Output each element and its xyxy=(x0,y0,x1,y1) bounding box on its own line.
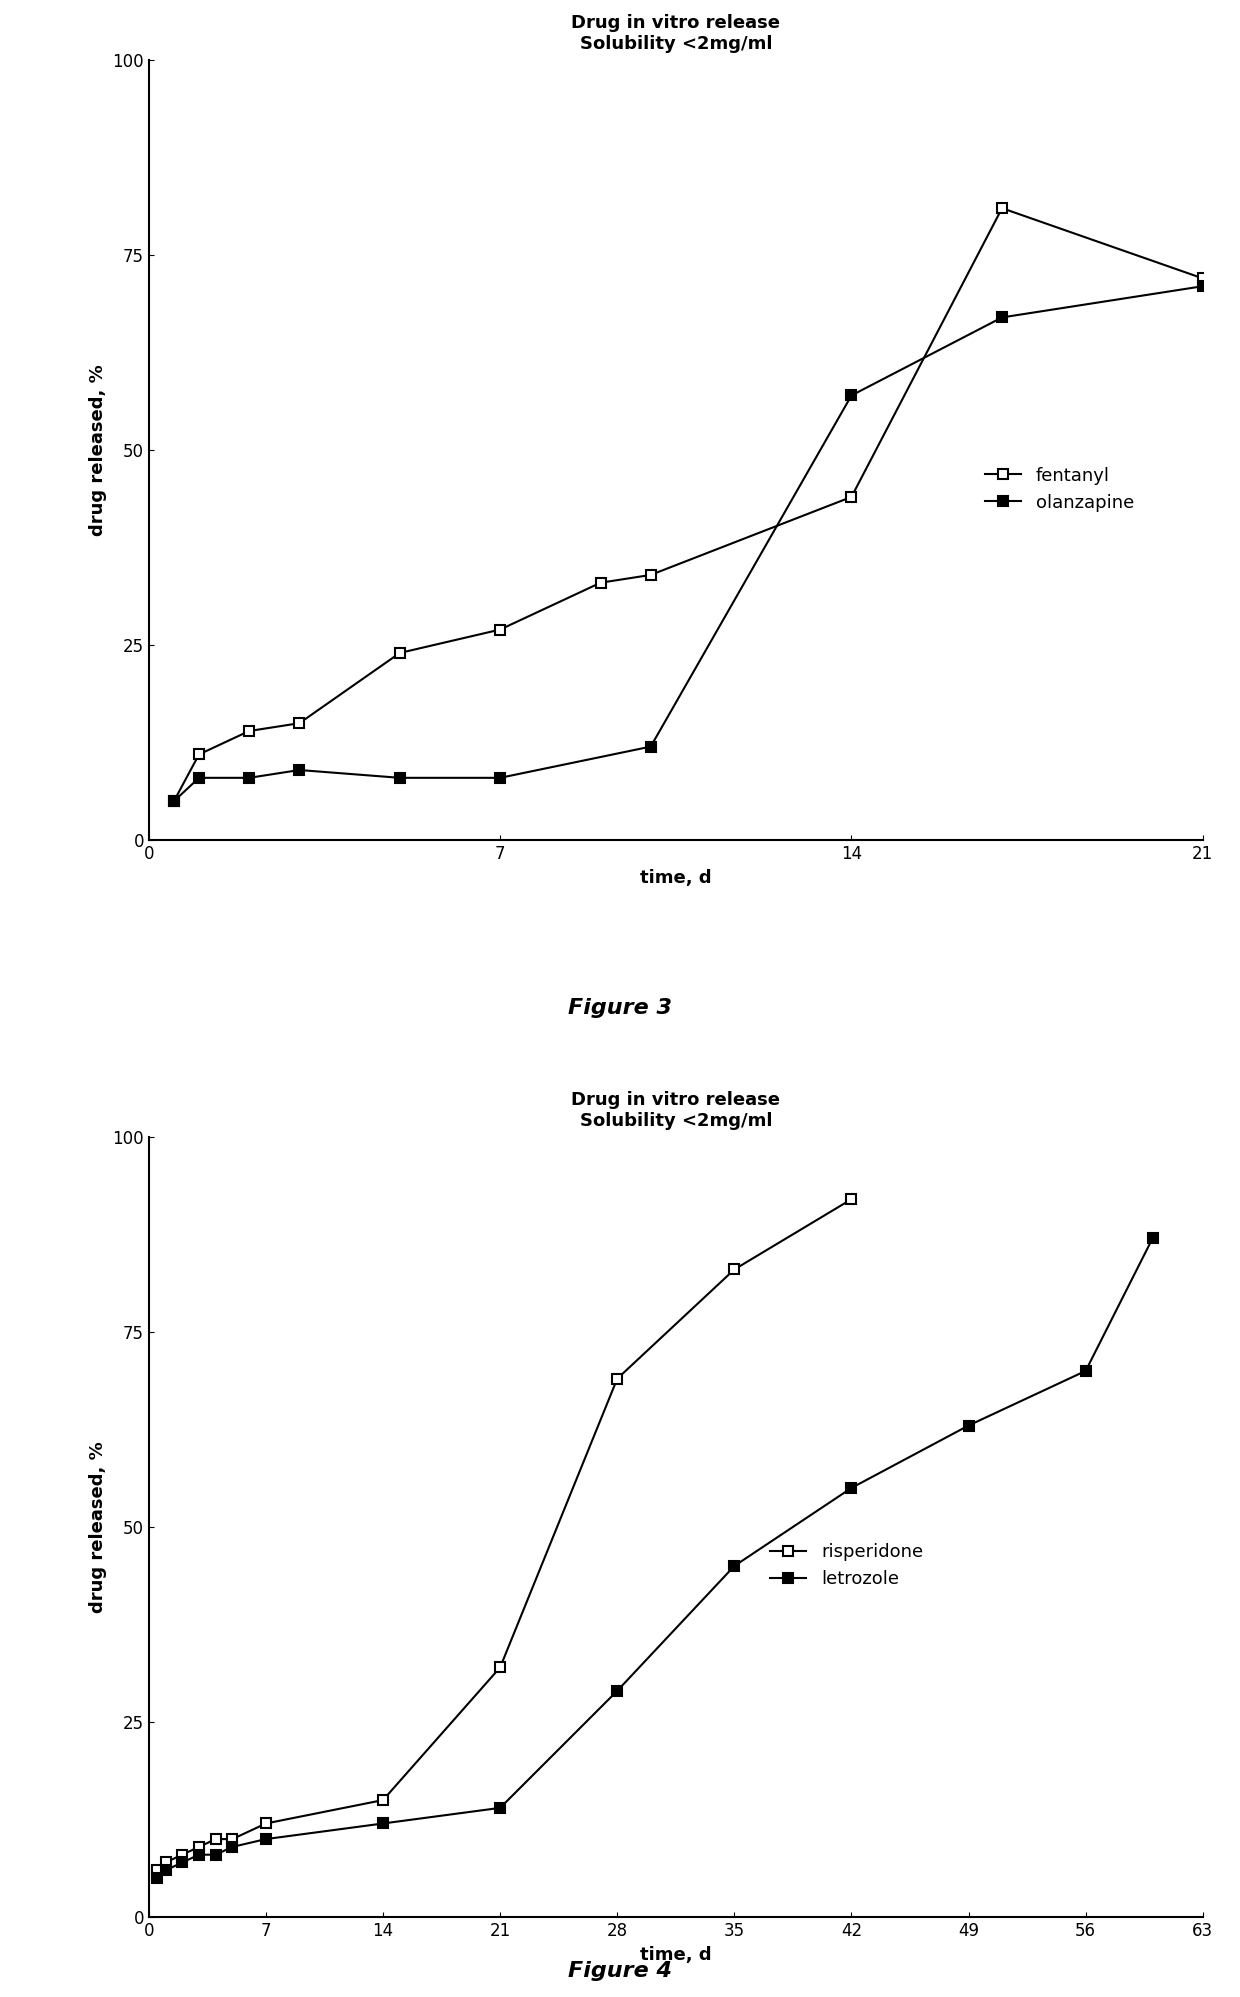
fentanyl xyxy=(492,617,507,641)
fentanyl xyxy=(166,789,181,813)
olanzapine xyxy=(644,735,658,759)
olanzapine xyxy=(994,306,1009,330)
Legend: fentanyl, olanzapine: fentanyl, olanzapine xyxy=(978,459,1141,519)
risperidone xyxy=(376,1787,391,1811)
Title: Drug in vitro release
Solubility <2mg/ml: Drug in vitro release Solubility <2mg/ml xyxy=(572,1090,780,1130)
olanzapine xyxy=(191,765,206,789)
olanzapine xyxy=(492,765,507,789)
Line: risperidone: risperidone xyxy=(153,1194,857,1875)
Line: letrozole: letrozole xyxy=(153,1234,1157,1883)
risperidone xyxy=(492,1656,507,1679)
Legend: risperidone, letrozole: risperidone, letrozole xyxy=(763,1536,930,1596)
olanzapine xyxy=(242,765,257,789)
risperidone xyxy=(224,1827,239,1851)
risperidone xyxy=(844,1188,859,1212)
olanzapine xyxy=(1195,274,1210,298)
letrozole xyxy=(610,1679,625,1703)
risperidone xyxy=(727,1258,742,1282)
olanzapine xyxy=(291,759,306,783)
Y-axis label: drug released, %: drug released, % xyxy=(89,363,107,535)
risperidone xyxy=(150,1859,165,1883)
letrozole xyxy=(492,1795,507,1819)
X-axis label: time, d: time, d xyxy=(640,869,712,887)
letrozole xyxy=(844,1476,859,1500)
Y-axis label: drug released, %: drug released, % xyxy=(89,1442,107,1614)
Title: Drug in vitro release
Solubility <2mg/ml: Drug in vitro release Solubility <2mg/ml xyxy=(572,14,780,52)
fentanyl xyxy=(644,563,658,587)
letrozole xyxy=(961,1414,976,1438)
risperidone xyxy=(258,1811,273,1835)
fentanyl xyxy=(844,485,859,509)
letrozole xyxy=(191,1843,206,1867)
risperidone xyxy=(157,1851,172,1875)
fentanyl xyxy=(994,196,1009,220)
Line: olanzapine: olanzapine xyxy=(169,282,1208,807)
risperidone xyxy=(191,1835,206,1859)
letrozole xyxy=(258,1827,273,1851)
letrozole xyxy=(208,1843,223,1867)
fentanyl xyxy=(1195,266,1210,290)
letrozole xyxy=(1079,1358,1094,1382)
risperidone xyxy=(208,1827,223,1851)
letrozole xyxy=(150,1865,165,1889)
Text: Figure 3: Figure 3 xyxy=(568,998,672,1018)
olanzapine xyxy=(844,383,859,407)
olanzapine xyxy=(166,789,181,813)
olanzapine xyxy=(392,765,407,789)
letrozole xyxy=(1146,1226,1161,1250)
letrozole xyxy=(376,1811,391,1835)
Text: Figure 4: Figure 4 xyxy=(568,1961,672,1981)
letrozole xyxy=(175,1851,190,1875)
letrozole xyxy=(727,1554,742,1578)
fentanyl xyxy=(392,641,407,665)
X-axis label: time, d: time, d xyxy=(640,1945,712,1963)
risperidone xyxy=(175,1843,190,1867)
risperidone xyxy=(610,1366,625,1390)
fentanyl xyxy=(291,711,306,735)
letrozole xyxy=(224,1835,239,1859)
fentanyl xyxy=(191,743,206,767)
Line: fentanyl: fentanyl xyxy=(169,204,1208,807)
fentanyl xyxy=(242,719,257,743)
fentanyl xyxy=(593,571,608,595)
letrozole xyxy=(157,1859,172,1883)
